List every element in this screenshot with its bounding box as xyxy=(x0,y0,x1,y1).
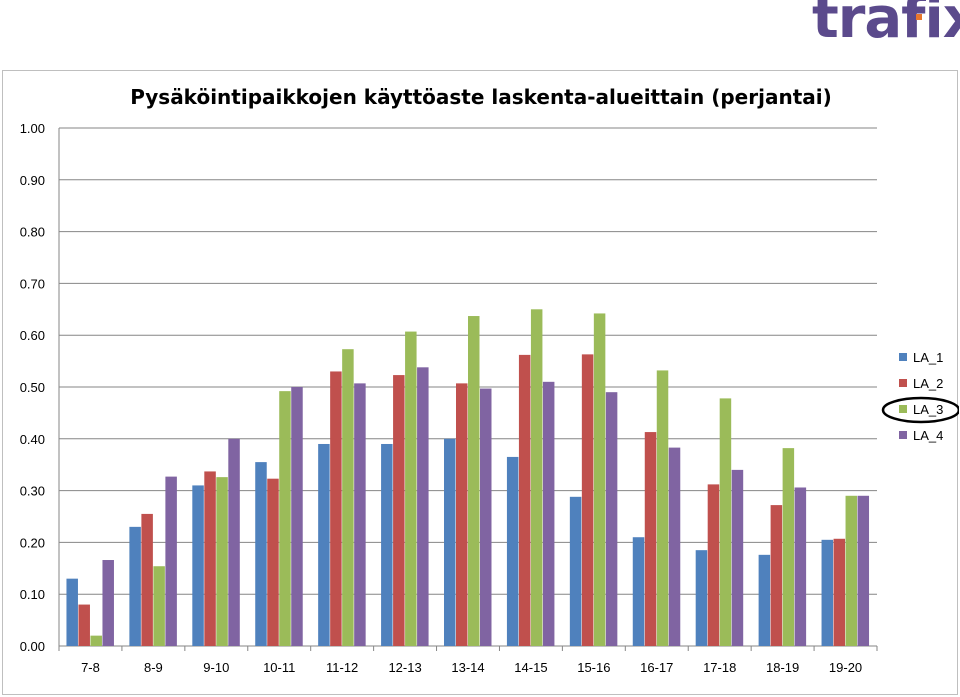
bar-la_3 xyxy=(468,316,480,646)
bar-la_3 xyxy=(90,635,102,646)
y-tick-label: 0.80 xyxy=(20,225,45,240)
bar-la_4 xyxy=(794,487,807,646)
y-tick-label: 0.20 xyxy=(20,535,45,550)
bar-la_2 xyxy=(518,354,531,646)
x-tick-label: 8-9 xyxy=(144,660,163,675)
bar-la_1 xyxy=(695,550,708,646)
legend-swatch-la_3 xyxy=(899,405,907,413)
bar-la_4 xyxy=(542,381,555,646)
x-tick-label: 12-13 xyxy=(388,660,421,675)
chart-title: Pysäköintipaikkojen käyttöaste laskenta-… xyxy=(130,85,832,109)
bar-la_4 xyxy=(291,387,303,646)
bar-la_2 xyxy=(204,471,216,646)
logo-text: trafix xyxy=(812,0,960,51)
bar-la_2 xyxy=(770,505,783,646)
bar-la_1 xyxy=(506,456,519,646)
bar-la_1 xyxy=(444,438,456,646)
x-tick-label: 7-8 xyxy=(81,660,100,675)
y-tick-label: 0.90 xyxy=(20,173,45,188)
bar-la_4 xyxy=(857,495,870,646)
bar-la_3 xyxy=(342,349,354,646)
bar-la_3 xyxy=(782,448,795,646)
trafix-logo: trafix xyxy=(812,0,960,64)
bar-la_4 xyxy=(605,392,618,646)
bar-la_2 xyxy=(644,432,657,646)
bar-la_1 xyxy=(318,443,330,646)
legend-label-la_2: LA_2 xyxy=(913,376,943,391)
bar-la_2 xyxy=(141,513,153,646)
bar-chart: 0.00 0.10 0.20 0.30 0.40 0.50 0.60 0.70 0.80 0.90… xyxy=(20,121,959,675)
y-tick-label: 0.50 xyxy=(20,380,45,395)
bar-la_3 xyxy=(279,391,291,646)
bar-la_1 xyxy=(255,462,267,646)
bar-la_4 xyxy=(228,438,240,646)
bar-la_3 xyxy=(845,495,858,646)
x-tick-label: 14-15 xyxy=(514,660,547,675)
bar-la_1 xyxy=(632,537,645,646)
x-tick-label: 10-11 xyxy=(263,660,295,675)
bar-la_3 xyxy=(719,398,732,646)
x-tick-label: 15-16 xyxy=(577,660,610,675)
bar-la_2 xyxy=(833,538,846,646)
y-tick-label: 0.30 xyxy=(20,484,45,499)
bar-la_1 xyxy=(569,496,582,646)
y-tick-label: 0.70 xyxy=(20,276,45,291)
bar-la_4 xyxy=(731,469,744,646)
bar-la_4 xyxy=(480,388,492,646)
bar-la_2 xyxy=(78,604,90,646)
bar-la_4 xyxy=(668,447,681,646)
bar-la_2 xyxy=(707,484,720,646)
legend-swatch-la_4 xyxy=(899,431,907,439)
bar-la_3 xyxy=(153,566,165,646)
bar-la_4 xyxy=(165,476,177,646)
legend-label-la_4: LA_4 xyxy=(913,428,943,443)
chart-frame: Pysäköintipaikkojen käyttöaste laskenta-… xyxy=(2,70,959,695)
bar-la_1 xyxy=(821,539,834,646)
bar-la_1 xyxy=(192,485,204,646)
bar-la_2 xyxy=(267,478,279,646)
bar-la_4 xyxy=(417,367,429,646)
bar-la_2 xyxy=(330,371,342,646)
bar-la_2 xyxy=(393,375,405,646)
bar-la_3 xyxy=(405,331,417,646)
bar-la_3 xyxy=(216,477,228,646)
y-tick-label: 0.60 xyxy=(20,328,45,343)
y-tick-label: 0.10 xyxy=(20,587,45,602)
x-tick-label: 19-20 xyxy=(829,660,862,675)
bar-la_1 xyxy=(758,554,771,646)
bar-la_2 xyxy=(581,354,594,646)
y-tick-label: 1.00 xyxy=(20,121,45,136)
legend-label-la_1: LA_1 xyxy=(913,350,943,365)
bar-la_1 xyxy=(381,443,393,646)
y-tick-label: 0.00 xyxy=(20,639,45,654)
bar-la_1 xyxy=(66,578,78,646)
bar-la_3 xyxy=(530,309,543,646)
bar-la_3 xyxy=(656,370,669,646)
x-tick-label: 17-18 xyxy=(703,660,736,675)
bar-la_2 xyxy=(456,383,468,646)
x-tick-label: 9-10 xyxy=(203,660,229,675)
bar-la_1 xyxy=(129,526,141,646)
x-tick-label: 13-14 xyxy=(451,660,484,675)
bar-la_4 xyxy=(354,383,366,646)
x-tick-label: 11-12 xyxy=(326,660,358,675)
logo-accent-mark xyxy=(916,14,922,20)
bar-la_4 xyxy=(102,560,114,646)
legend-highlight-ellipse xyxy=(881,396,959,424)
x-tick-label: 16-17 xyxy=(640,660,673,675)
legend-swatch-la_2 xyxy=(899,379,907,387)
legend-swatch-la_1 xyxy=(899,353,907,361)
legend-label-la_3: LA_3 xyxy=(913,402,943,417)
y-tick-label: 0.40 xyxy=(20,432,45,447)
bar-la_3 xyxy=(593,313,606,646)
x-tick-label: 18-19 xyxy=(766,660,799,675)
